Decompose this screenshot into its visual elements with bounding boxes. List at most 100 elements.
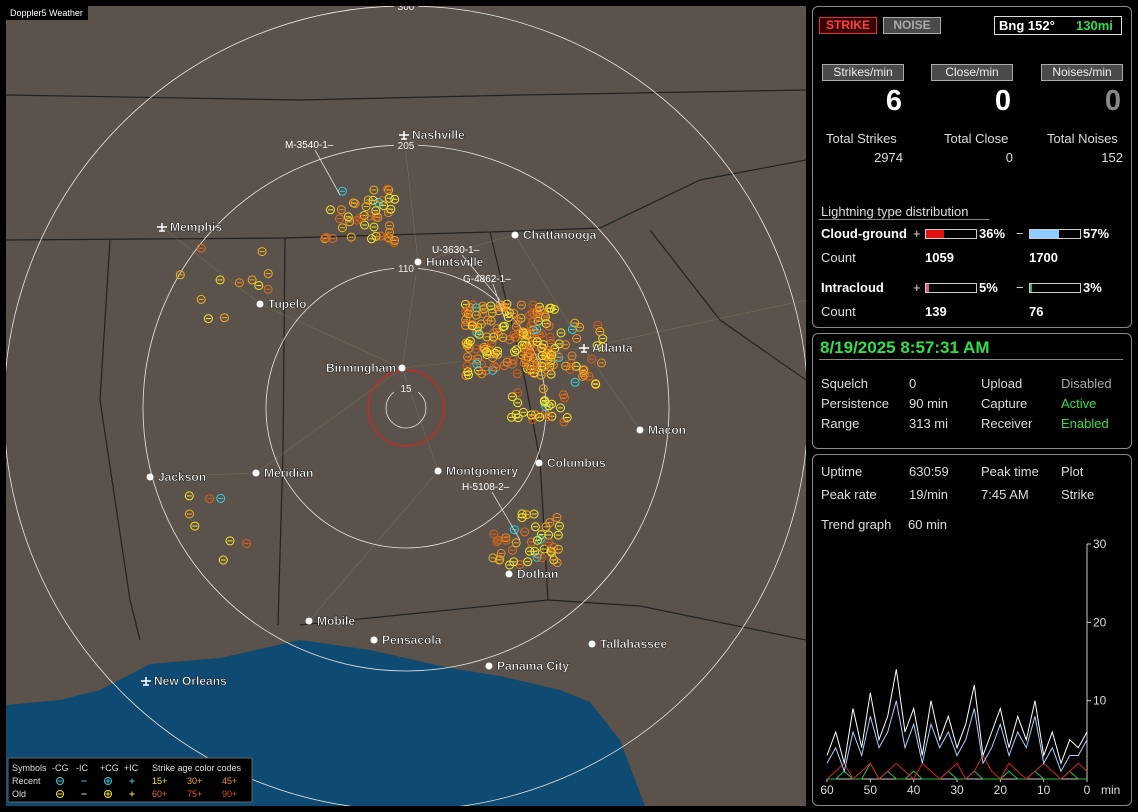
trend-line (826, 754, 1088, 780)
total-value: 152 (1101, 150, 1123, 165)
y-tick-label: 20 (1093, 615, 1107, 629)
strike-symbol (474, 329, 484, 339)
strike-symbol (488, 553, 498, 563)
strike-button[interactable]: STRIKE (819, 17, 877, 34)
trend-line (826, 700, 1088, 773)
dist-pct: 3% (1083, 280, 1102, 295)
strike-symbol (389, 238, 399, 248)
strike-symbol (575, 322, 585, 332)
strike-symbol (472, 328, 482, 338)
legend-symbol (56, 790, 64, 798)
map: 300 205 110 15 Nashville Memphis Chattanooga H… (6, 6, 806, 806)
field: Strike (1061, 487, 1095, 502)
city-dot (414, 258, 422, 266)
x-tick-label: 40 (907, 783, 921, 797)
count-label: Count (821, 304, 856, 319)
strike-symbol (526, 537, 536, 547)
strike-symbol (263, 269, 273, 279)
ring-label: 205 (398, 141, 415, 152)
city-dot (535, 459, 543, 467)
strike-symbol (501, 535, 511, 545)
underline (819, 219, 989, 220)
city-label: Columbus (547, 456, 606, 470)
strike-symbol (507, 392, 517, 402)
strike-symbol (512, 369, 522, 379)
dist-pct: 57% (1083, 226, 1110, 241)
strike-symbol (566, 358, 576, 368)
strike-symbol (218, 555, 228, 565)
x-tick-label: 30 (950, 783, 964, 797)
noise-button[interactable]: NOISE (883, 17, 941, 34)
strike-symbol (493, 346, 502, 356)
dist-bar (925, 283, 977, 293)
field: Upload (981, 376, 1023, 391)
rate-label[interactable]: Strikes/min (822, 64, 904, 81)
bearing: Bng 152° (999, 18, 1055, 33)
strike-symbol (325, 205, 335, 215)
strike-symbol (530, 522, 540, 532)
field: 313 mi (909, 416, 949, 431)
strike-symbol (538, 384, 548, 394)
city-label: Mobile (317, 614, 355, 628)
strike-symbol (526, 321, 536, 331)
legend-symbol (104, 777, 112, 785)
counts-panel: STRIKE NOISE Bng 152° 130mi Strikes/min … (812, 6, 1132, 328)
legend-box (7, 757, 253, 803)
strike-symbol (552, 558, 562, 568)
strike-symbol (507, 359, 517, 369)
strike-symbol (513, 398, 523, 408)
storm-label: U-3630-1– (432, 245, 480, 256)
strike-symbol (376, 231, 386, 241)
city-dot (146, 473, 154, 481)
count-label: Count (821, 250, 856, 265)
legend-age-title: Strike age color codes (152, 763, 242, 773)
trend-graph: 10 20 30 60 50 40 30 20 10 0 min (820, 537, 1120, 797)
strike-symbol (196, 243, 206, 253)
strike-symbol (570, 377, 580, 387)
strike-symbol (498, 332, 508, 342)
rate-value: 0 (1104, 85, 1121, 117)
city-label: Nashville (412, 128, 465, 142)
x-tick-label: 10 (1037, 783, 1051, 797)
storm-label: M-3540-1– (285, 140, 334, 151)
strike-symbol (559, 417, 569, 427)
storm-label: G-4862-1– (463, 274, 511, 285)
city-label: Tallahassee (600, 637, 667, 651)
strike-symbol (547, 350, 556, 360)
rate-label[interactable]: Close/min (931, 64, 1013, 81)
city-label: Tupelo (268, 297, 306, 311)
legend-age: 30+ (187, 776, 202, 786)
strike-symbol (553, 351, 563, 361)
city-label: Pensacola (382, 633, 442, 647)
strike-symbol (219, 313, 229, 323)
range-rings: 300 205 110 15 (6, 6, 806, 806)
strike-symbol (554, 521, 564, 531)
strike-symbol (513, 328, 523, 338)
strike-symbol (361, 202, 371, 212)
dist-fill (926, 284, 929, 292)
strike-symbol (185, 509, 194, 519)
field: Enabled (1061, 416, 1109, 431)
field: Persistence (821, 396, 889, 411)
strike-symbol (579, 366, 588, 375)
field: Disabled (1061, 376, 1112, 391)
strike-symbol (322, 232, 331, 242)
trend-line (827, 762, 1087, 780)
strike-symbol (337, 223, 347, 233)
strike-symbol (482, 332, 492, 342)
strike-symbol (355, 213, 365, 223)
dist-sign: + (913, 226, 921, 241)
strike-symbol (384, 233, 394, 243)
strike-symbol (525, 546, 535, 556)
legend-symbol (56, 777, 64, 785)
strike-symbol (544, 538, 554, 547)
strike-symbol (491, 363, 501, 373)
legend-age: 60+ (152, 789, 167, 799)
legend-header: -IC (76, 763, 88, 773)
strike-symbol (525, 340, 535, 350)
strike-symbol (553, 544, 563, 554)
strike-symbol (567, 351, 577, 361)
city-dot (305, 617, 313, 625)
strike-symbol (520, 527, 530, 537)
rate-label[interactable]: Noises/min (1041, 64, 1123, 81)
